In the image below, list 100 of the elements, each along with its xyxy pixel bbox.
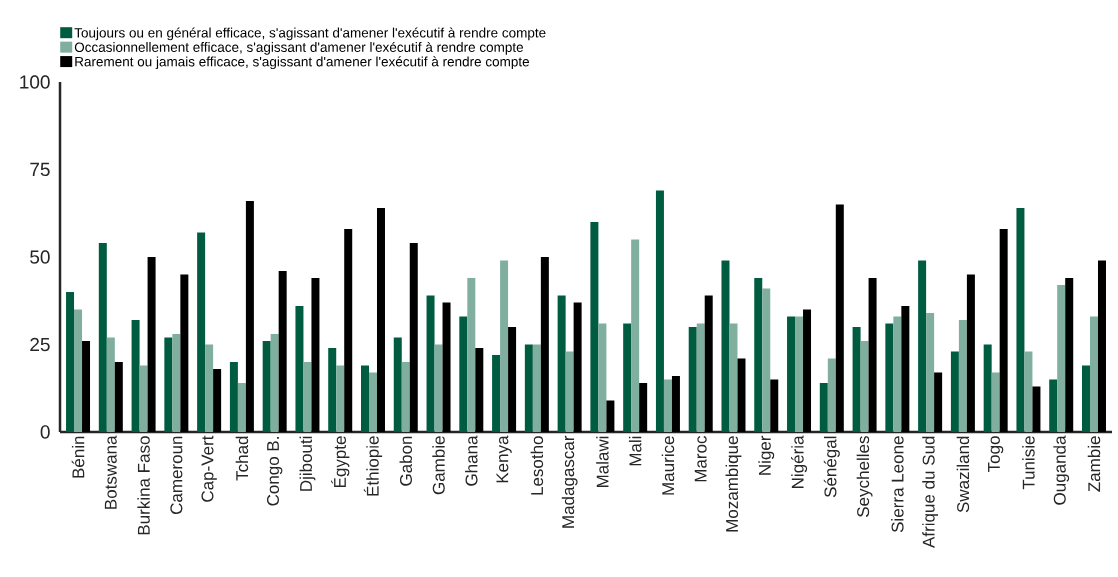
bar [762, 288, 771, 432]
x-tick-label: Éthiopie [363, 436, 383, 496]
bar [82, 340, 91, 432]
y-tick-label: 50 [30, 250, 50, 264]
x-tick-label: Zambie [1087, 436, 1101, 492]
bar [393, 337, 402, 432]
x-tick-label: Djibouti [299, 436, 316, 491]
bar [368, 372, 377, 432]
bar [631, 239, 640, 432]
x-tick-label: Cameroun [170, 436, 183, 515]
bar [926, 312, 935, 432]
bar [688, 326, 697, 432]
bar [237, 382, 246, 432]
x-tick-label: Mali [628, 436, 642, 466]
x-tick-label: Gambie [432, 436, 445, 495]
bar [918, 260, 927, 432]
y-tick-label: 0 [40, 425, 50, 439]
bar [106, 337, 115, 432]
bar [573, 302, 582, 432]
x-tick-label: Ghana [465, 435, 478, 486]
bar [303, 361, 312, 432]
bar [737, 358, 746, 432]
bar [442, 302, 451, 432]
x-tick-label: Bénin [71, 436, 85, 478]
bar [934, 372, 943, 432]
bar [1065, 277, 1074, 432]
bar [508, 326, 517, 432]
bar [729, 323, 738, 432]
bar [311, 277, 320, 432]
bar [835, 204, 844, 432]
bar [139, 365, 148, 432]
x-tick-label: Tchad [235, 436, 249, 481]
bar [172, 333, 181, 432]
bar [606, 400, 615, 432]
bar [426, 295, 435, 432]
bar [983, 344, 992, 432]
y-tick-label: 25 [30, 337, 50, 352]
bar [1097, 260, 1106, 432]
bar [958, 319, 967, 432]
bar [590, 221, 599, 432]
x-tick-label: Malawi [596, 436, 609, 488]
bar [114, 361, 123, 432]
bar [131, 319, 140, 432]
bar [213, 368, 222, 432]
bar [532, 344, 541, 432]
bar [1016, 207, 1025, 432]
bar [704, 295, 713, 432]
bar [671, 375, 680, 432]
bar [1024, 351, 1033, 432]
bar [540, 256, 549, 432]
bar [966, 274, 975, 432]
bar [524, 344, 533, 432]
x-tick-label: Kenya [496, 435, 512, 483]
legend-label: Occasionnellement efficace, s'agissant d'amener l'exécutif à rendre compte [74, 41, 524, 55]
bar [885, 323, 894, 432]
bar [860, 340, 869, 432]
bar [991, 372, 1000, 432]
bar [360, 365, 369, 432]
bar [262, 340, 271, 432]
x-tick-label: Niger [758, 435, 775, 475]
bar [565, 351, 574, 432]
bar [500, 260, 509, 432]
bar [901, 305, 910, 432]
bar [598, 323, 607, 432]
bar [66, 291, 75, 432]
x-tick-label: Tunisie [1022, 436, 1035, 490]
x-tick-label: Botswana [104, 435, 117, 509]
bar [1081, 365, 1090, 432]
bar [205, 344, 214, 432]
x-tick-label: Lesotho [530, 436, 544, 495]
x-tick-label: Seychelles [856, 436, 873, 517]
legend-label: Rarement ou jamais efficace, s'agissant d'amener l'exécutif à rendre compte [75, 56, 530, 70]
bar [639, 382, 648, 432]
bar [467, 277, 476, 432]
bar [270, 333, 279, 432]
bar [803, 309, 812, 432]
bar [475, 347, 484, 432]
x-tick-label: Afrique du Sud [922, 436, 939, 548]
bar [434, 344, 443, 432]
x-tick-label: Burkina Faso [137, 436, 150, 535]
bar [278, 270, 287, 432]
bar [376, 207, 385, 432]
bar [754, 277, 763, 432]
bar [1057, 284, 1066, 432]
bar [98, 242, 107, 432]
bar [950, 351, 959, 432]
x-tick-label: Nigéria [791, 435, 808, 488]
x-tick-label: Maurice [661, 436, 675, 495]
y-tick-label: 75 [30, 162, 50, 177]
bar [696, 323, 705, 432]
legend-label: Toujours ou en général efficace, s'agissant d'amener l'exécutif à rendre compte [74, 27, 546, 41]
x-tick-label: Mozambique [725, 436, 742, 532]
bar [164, 337, 173, 432]
bar [893, 316, 902, 432]
bar [795, 316, 804, 432]
bar [295, 305, 304, 432]
bar [245, 200, 254, 432]
x-tick-label: Swaziland [956, 436, 970, 513]
y-tick-label: 100 [20, 75, 50, 89]
bar [409, 242, 418, 432]
